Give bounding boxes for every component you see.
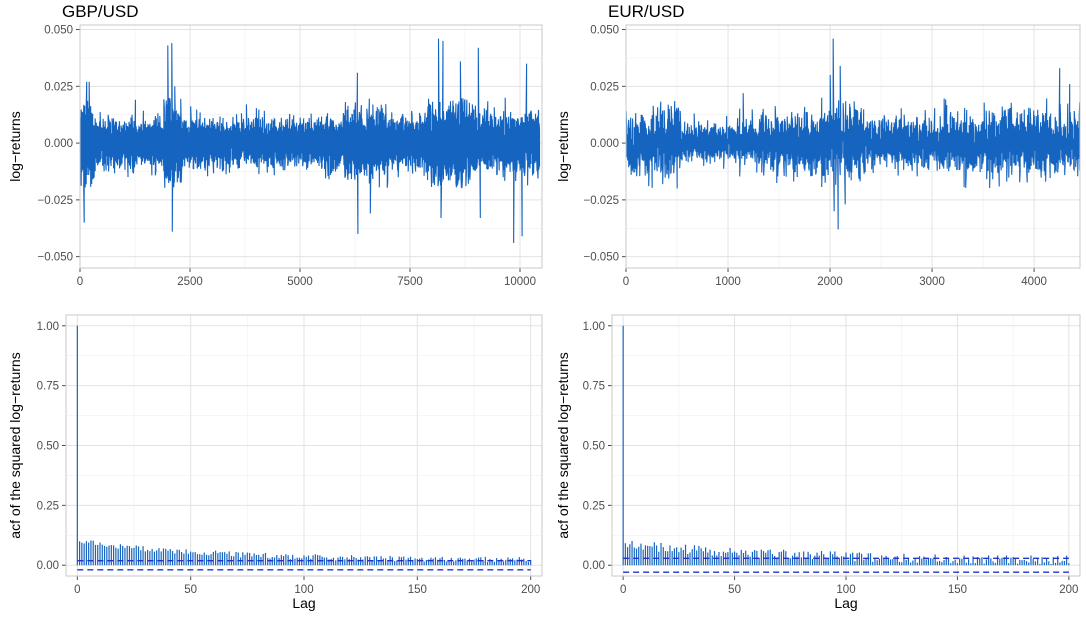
- y-tick-label: 0.000: [44, 138, 73, 150]
- y-tick-label: 0.050: [44, 25, 73, 37]
- y-axis-label: log−returns: [555, 111, 571, 181]
- data-layer: [80, 38, 541, 244]
- x-tick-label: 200: [521, 584, 540, 596]
- y-tick-label: 0.050: [590, 25, 619, 37]
- y-tick-label: 0.75: [37, 381, 59, 393]
- x-axis-label: Lag: [292, 595, 315, 611]
- y-tick-label: 0.25: [37, 500, 59, 512]
- y-tick-label: −0.050: [584, 252, 620, 264]
- chart-panel-2: 0 1000 2000 3000 4000 −0.050 −0.025 0.000 0.025 0…: [555, 2, 1081, 288]
- y-tick-label: 0.50: [583, 441, 605, 453]
- y-axis-label: acf of the squared log−returns: [555, 352, 571, 538]
- panel-border: [65, 314, 543, 577]
- x-tick-label: 0: [77, 276, 83, 288]
- x-tick-label: 0: [620, 584, 626, 596]
- y-tick-label: 0.00: [583, 560, 605, 572]
- chart-panel-4: 0 50 100 150 200 0.00 0.25 0.50 0.75 1.00 acf of t…: [555, 314, 1081, 611]
- data-layer: [622, 325, 1070, 573]
- y-axis-label: acf of the squared log−returns: [7, 352, 23, 538]
- x-tick-label: 3000: [919, 276, 945, 288]
- x-tick-label: 100: [836, 584, 855, 596]
- x-tick-label: 100: [294, 584, 313, 596]
- x-tick-label: 50: [184, 584, 197, 596]
- panel-border: [79, 24, 543, 269]
- y-tick-label: 0.75: [583, 381, 605, 393]
- chart-panel-3: 0 50 100 150 200 0.00 0.25 0.50 0.75 1.00 acf of t…: [7, 314, 543, 611]
- y-tick-label: −0.025: [584, 195, 620, 207]
- panel-border: [625, 24, 1081, 269]
- y-axis-label: log−returns: [7, 111, 23, 181]
- y-tick-label: 0.25: [583, 500, 605, 512]
- y-tick-label: 0.025: [590, 81, 619, 93]
- x-tick-label: 2500: [177, 276, 203, 288]
- x-tick-label: 10000: [504, 276, 536, 288]
- x-tick-label: 50: [728, 584, 741, 596]
- x-tick-label: 0: [623, 276, 629, 288]
- y-tick-label: 0.00: [37, 560, 59, 572]
- panel-title: GBP/USD: [62, 2, 139, 21]
- panel-title: EUR/USD: [608, 2, 685, 21]
- data-layer: [76, 325, 532, 571]
- x-tick-label: 0: [74, 584, 80, 596]
- y-tick-label: −0.025: [38, 195, 74, 207]
- log-returns-series-line: [80, 38, 541, 244]
- log-returns-series-line: [626, 38, 1080, 230]
- y-tick-label: 0.025: [44, 81, 73, 93]
- y-tick-label: 0.000: [590, 138, 619, 150]
- x-tick-label: 2000: [817, 276, 843, 288]
- data-layer: [626, 38, 1080, 230]
- panel-border: [611, 314, 1081, 577]
- x-tick-label: 200: [1059, 584, 1078, 596]
- y-tick-label: −0.050: [38, 252, 74, 264]
- x-axis-label: Lag: [834, 595, 857, 611]
- y-tick-label: 0.50: [37, 441, 59, 453]
- x-tick-label: 7500: [397, 276, 423, 288]
- chart-panel-1: 0 2500 5000 7500 10000 −0.050 −0.025 0.000 0.025…: [7, 2, 543, 288]
- y-tick-label: 1.00: [37, 321, 59, 333]
- x-tick-label: 1000: [715, 276, 741, 288]
- x-tick-label: 150: [408, 584, 427, 596]
- x-tick-label: 4000: [1021, 276, 1047, 288]
- x-tick-label: 5000: [287, 276, 313, 288]
- y-tick-label: 1.00: [583, 321, 605, 333]
- x-tick-label: 150: [948, 584, 967, 596]
